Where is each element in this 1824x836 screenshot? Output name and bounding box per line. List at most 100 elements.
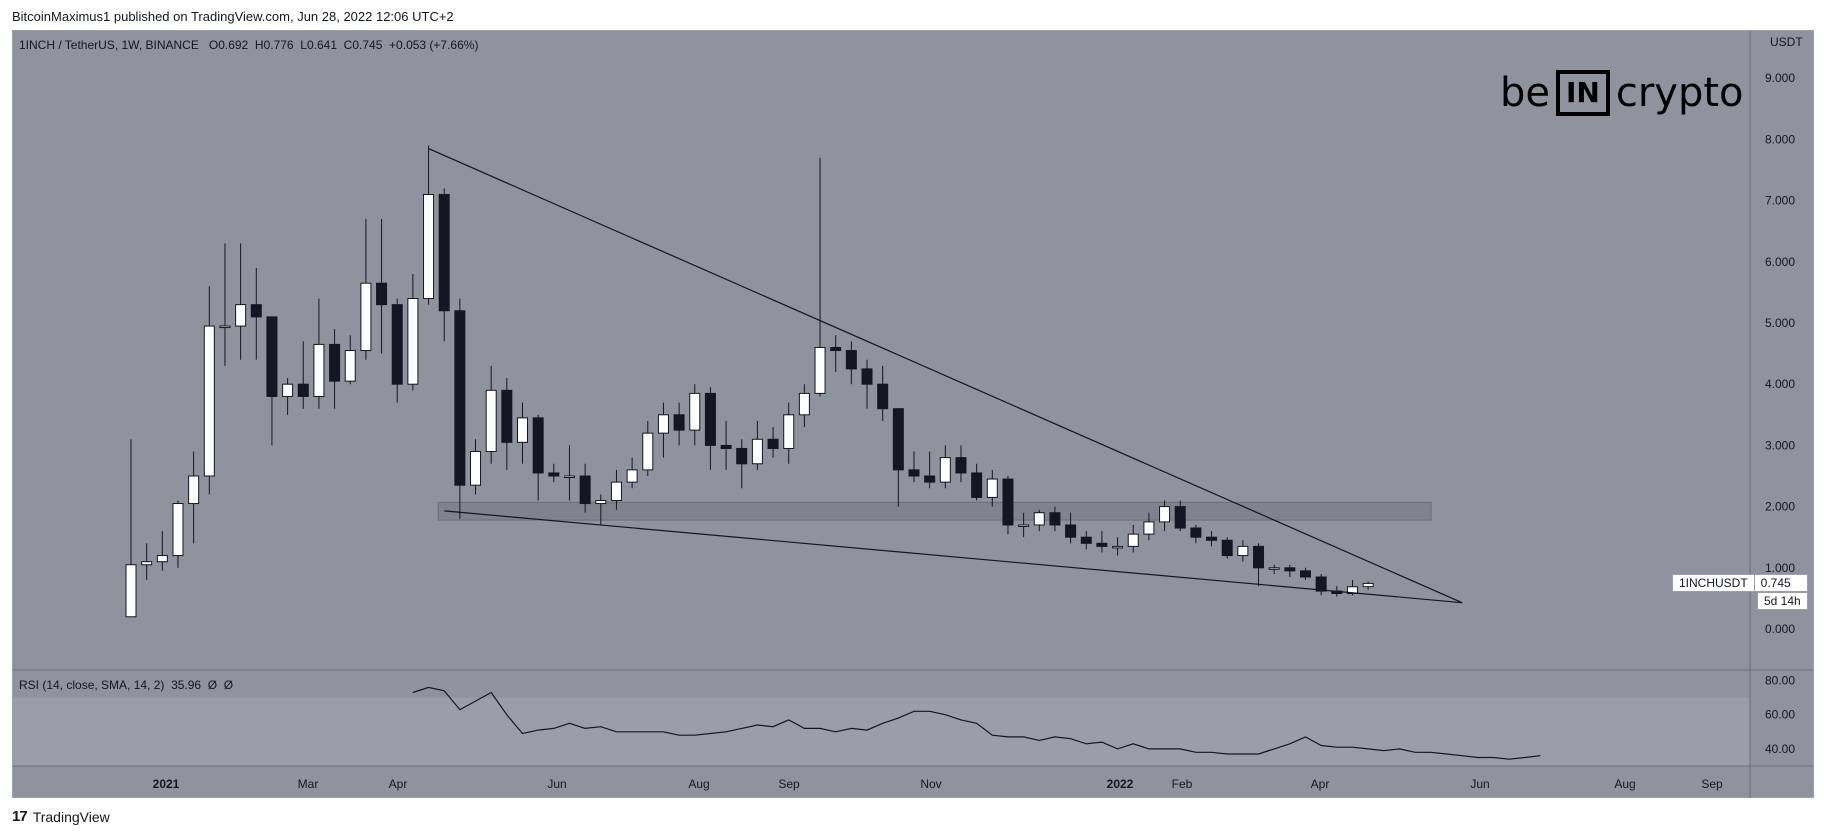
candle-body-down <box>1080 536 1092 544</box>
candle <box>892 408 904 507</box>
candle <box>657 402 669 458</box>
candle <box>188 451 200 544</box>
chart-legend: 1INCH / TetherUS, 1W, BINANCE O0.692 H0.… <box>19 38 478 52</box>
rsi-extra-1: Ø <box>207 678 218 692</box>
candle-body-up <box>798 392 810 416</box>
candle-body-up <box>125 564 137 618</box>
candle-body-down <box>454 310 466 486</box>
candle-body-down <box>673 414 685 431</box>
candle <box>986 469 998 507</box>
candle <box>924 451 936 489</box>
legend-c-label: C <box>343 38 353 52</box>
candle-body-down <box>955 457 967 474</box>
candle-body-up <box>172 503 184 557</box>
candle-body-down <box>861 368 873 385</box>
rsi-tick-label: 60.00 <box>1765 708 1795 722</box>
candle <box>1221 537 1233 559</box>
candle-body-up <box>1237 545 1249 557</box>
candle-body-up <box>1268 567 1280 570</box>
candle <box>517 402 528 464</box>
candle-body-up <box>188 475 200 505</box>
candle-body-up <box>1127 533 1139 547</box>
price-tag: 1INCHUSDT 0.745 <box>1672 574 1808 592</box>
candle <box>282 378 294 415</box>
candle <box>1362 581 1374 590</box>
legend-pair: 1INCH / TetherUS, 1W, BINANCE <box>19 38 199 52</box>
candle-body-up <box>563 475 575 478</box>
candle <box>470 439 482 495</box>
time-tick-label: Sep <box>778 777 800 791</box>
candle <box>579 463 591 513</box>
candle-body-down <box>1315 576 1327 592</box>
candle <box>1096 531 1108 553</box>
candle <box>1315 573 1327 596</box>
candle-body-up <box>1346 586 1358 595</box>
candle-body-down <box>1002 478 1014 526</box>
candle <box>939 445 951 489</box>
candle-body-down <box>250 304 262 318</box>
legend-h-label: H <box>254 38 264 52</box>
candle-body-down <box>720 444 732 449</box>
candle <box>1174 500 1186 532</box>
main-pane <box>13 31 1750 668</box>
candle <box>971 463 983 501</box>
candle <box>595 494 607 525</box>
candle-body-down <box>1065 524 1077 538</box>
candle <box>297 341 309 409</box>
candle <box>783 402 795 464</box>
candle-body-down <box>1049 512 1061 526</box>
candle <box>329 329 341 409</box>
rsi-value: 35.96 <box>171 678 202 692</box>
candle <box>563 445 575 501</box>
candle <box>141 543 153 581</box>
candle <box>344 335 356 385</box>
candle-body-down <box>579 475 591 505</box>
candle <box>1112 537 1124 556</box>
candle <box>156 531 168 571</box>
candle-body-down <box>767 438 779 449</box>
candle-body-up <box>986 478 998 498</box>
candle <box>1159 500 1171 532</box>
legend-close: 0.745 <box>352 38 383 52</box>
legend-low: 0.641 <box>306 38 337 52</box>
candle-body-up <box>1112 545 1124 549</box>
candle-body-down <box>1206 536 1218 541</box>
candle-body-down <box>266 316 278 397</box>
candle <box>1033 509 1045 532</box>
candle <box>955 445 967 483</box>
candle-body-up <box>595 499 607 505</box>
candle-body-up <box>814 346 826 394</box>
candle-body-up <box>485 389 497 453</box>
candle <box>861 359 873 409</box>
candle <box>1253 543 1265 587</box>
candle <box>689 384 701 446</box>
logo-left: be <box>1500 70 1550 116</box>
legend-change: +0.053 (+7.66%) <box>389 38 479 52</box>
logo-box: IN <box>1556 70 1610 116</box>
candle <box>798 384 810 428</box>
candle-body-down <box>892 408 904 471</box>
candle-body-up <box>1033 512 1045 526</box>
candle <box>391 298 403 403</box>
candle-body-down <box>908 469 920 477</box>
candle-body-up <box>423 193 435 300</box>
candle-body-up <box>1362 582 1374 588</box>
time-tick-label: 2022 <box>1107 777 1134 791</box>
candle <box>767 427 779 458</box>
candle-body-down <box>1096 542 1108 547</box>
tradingview-brand[interactable]: 17 TradingView <box>12 808 110 825</box>
candle-body-down <box>1284 567 1296 572</box>
candle-body-up <box>610 481 622 501</box>
candle-body-up <box>282 383 294 397</box>
candle <box>610 469 622 510</box>
candle <box>1002 476 1014 535</box>
candle-body-down <box>704 392 716 446</box>
candle <box>219 243 231 366</box>
candle <box>360 218 372 360</box>
candle-body-down <box>736 447 748 465</box>
candle <box>1284 564 1296 577</box>
tradingview-brand-label: TradingView <box>32 808 110 825</box>
candle-body-down <box>877 383 889 410</box>
time-tick-label: 2021 <box>153 777 180 791</box>
